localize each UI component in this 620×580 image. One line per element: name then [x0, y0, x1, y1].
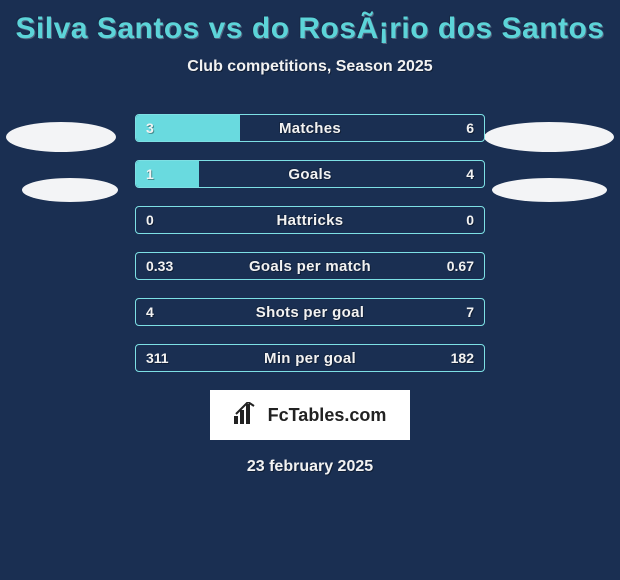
stat-label: Goals	[136, 161, 484, 187]
stat-row: 14Goals	[135, 160, 485, 188]
logo-icon	[234, 402, 260, 429]
stat-row: 36Matches	[135, 114, 485, 142]
footer-date: 23 february 2025	[0, 458, 620, 476]
stat-label: Goals per match	[136, 253, 484, 279]
stat-row: 311182Min per goal	[135, 344, 485, 372]
stats-container: 36Matches 14Goals 00Hattricks 0.330.67Goals…	[0, 114, 620, 372]
stat-label: Hattricks	[136, 207, 484, 233]
stat-label: Matches	[136, 115, 484, 141]
page-subtitle: Club competitions, Season 2025	[0, 58, 620, 76]
stat-label: Shots per goal	[136, 299, 484, 325]
stat-label: Min per goal	[136, 345, 484, 371]
comparison-infographic: Silva Santos vs do RosÃ¡rio dos Santos C…	[0, 0, 620, 580]
stat-row: 47Shots per goal	[135, 298, 485, 326]
logo-box: FcTables.com	[210, 390, 410, 440]
stat-row: 0.330.67Goals per match	[135, 252, 485, 280]
page-title: Silva Santos vs do RosÃ¡rio dos Santos	[0, 0, 620, 46]
stat-row: 00Hattricks	[135, 206, 485, 234]
logo-text: FcTables.com	[268, 405, 387, 426]
